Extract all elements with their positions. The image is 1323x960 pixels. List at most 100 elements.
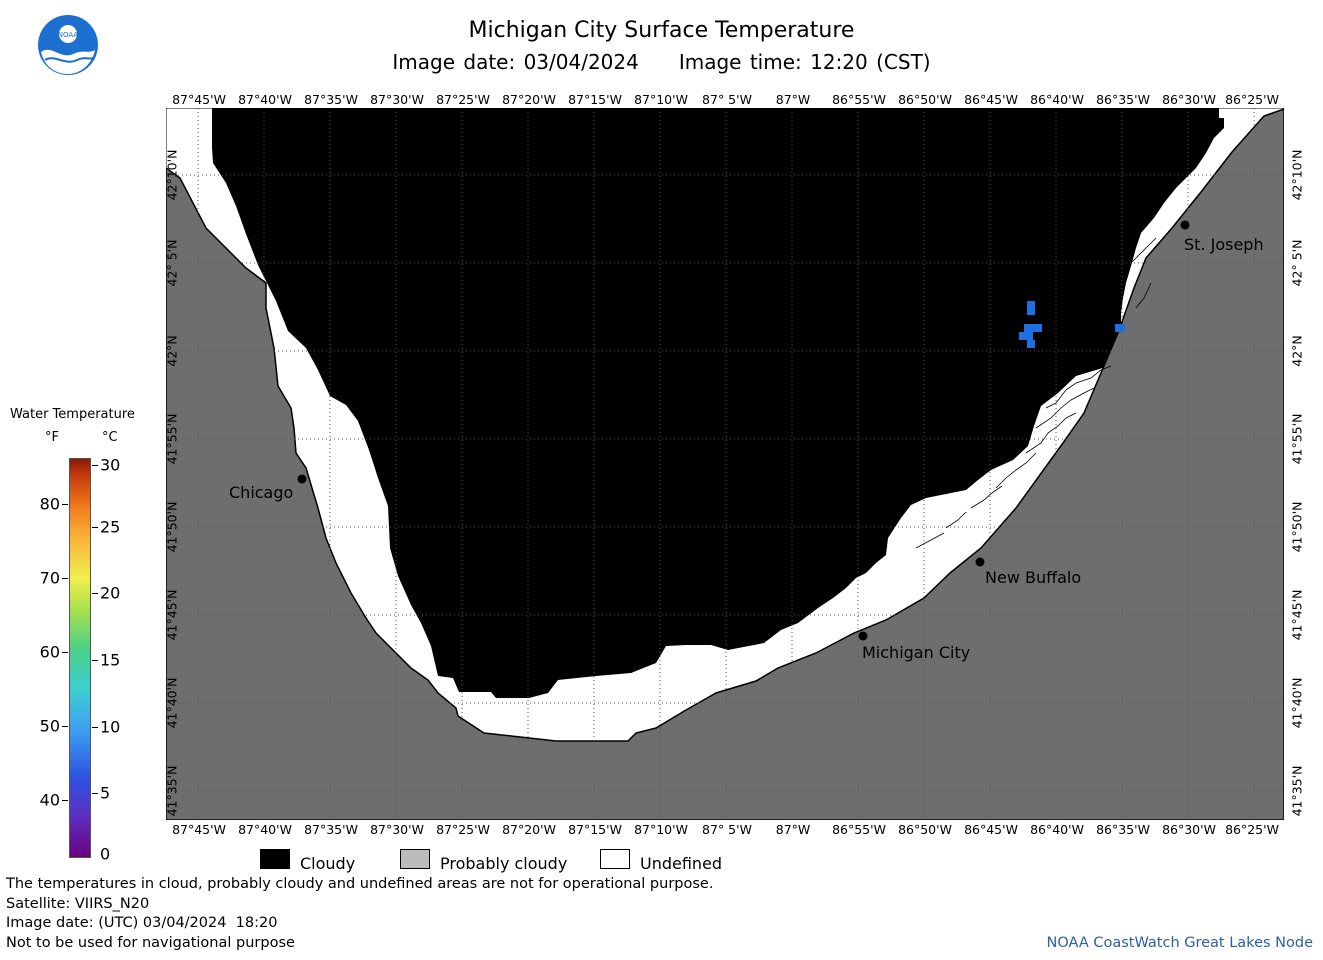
lon-label-top: 86°25'W [1225, 92, 1279, 107]
lon-label-bottom: 87°10'W [634, 822, 688, 837]
lat-label-left: 42°10'N [164, 149, 180, 201]
logo-text: NOAA [58, 31, 79, 39]
legend-title: Water Temperature [10, 407, 135, 422]
c-tick-mark [92, 593, 98, 594]
lat-label-right: 41°50'N [1289, 501, 1305, 553]
new-buffalo-marker [975, 557, 985, 567]
lon-label-top: 87°10'W [634, 92, 688, 107]
lon-label-bottom: 87°40'W [238, 822, 292, 837]
c-tick-mark [92, 793, 98, 794]
utc-date-text: Image date: (UTC) 03/04/2024 18:20 [6, 915, 278, 931]
city-label-st-joseph: St. Joseph [1184, 235, 1264, 254]
f-tick-label: 50 [39, 716, 60, 736]
c-tick-mark [92, 727, 98, 728]
lat-label-left: 41°55'N [164, 413, 180, 465]
lon-label-top: 87°25'W [436, 92, 490, 107]
f-tick-label: 60 [39, 642, 60, 662]
c-tick-label: 5 [100, 783, 111, 803]
lat-label-left: 42°N [164, 335, 180, 367]
lon-label-top: 86°40'W [1030, 92, 1084, 107]
legend-swatch-cloudy [260, 849, 290, 869]
image-time: Image time: 12:20 (CST) [678, 50, 931, 74]
lat-label-left: 41°40'N [164, 677, 180, 729]
c-tick-label: 15 [100, 650, 121, 670]
city-label-chicago: Chicago [229, 483, 294, 502]
lat-label-right: 41°35'N [1289, 765, 1305, 817]
legend-swatch-probably-cloudy [400, 849, 430, 869]
lon-label-bottom: 86°45'W [964, 822, 1018, 837]
lat-label-right: 42°N [1289, 335, 1305, 367]
lon-label-bottom: 87°30'W [370, 822, 424, 837]
lon-label-top: 86°30'W [1162, 92, 1216, 107]
f-tick-label: 40 [39, 790, 60, 810]
c-tick-label: 25 [100, 517, 121, 537]
lon-label-bottom: 86°40'W [1030, 822, 1084, 837]
map-subtitle: Image date: 03/04/2024 Image time: 12:20 … [0, 50, 1323, 74]
temperature-colorbar [69, 458, 91, 858]
lon-label-bottom: 87°15'W [568, 822, 622, 837]
st-joseph-marker [1180, 220, 1190, 230]
c-tick-mark [92, 660, 98, 661]
lat-label-left: 42° 5'N [164, 239, 180, 287]
image-date: Image date: 03/04/2024 [392, 50, 639, 74]
legend-unit-celsius: °C [102, 430, 118, 445]
lon-label-top: 87° 5'W [702, 92, 752, 107]
f-tick-mark [62, 504, 68, 505]
lon-label-bottom: 87°W [775, 822, 811, 837]
disclaimer-text: The temperatures in cloud, probably clou… [6, 876, 714, 892]
lon-label-bottom: 87°35'W [304, 822, 358, 837]
lat-label-right: 41°55'N [1289, 413, 1305, 465]
lon-label-top: 86°45'W [964, 92, 1018, 107]
c-tick-mark [92, 527, 98, 528]
legend-label-undefined: Undefined [640, 854, 723, 873]
legend-swatch-undefined [600, 849, 630, 869]
c-tick-label: 0 [100, 844, 111, 864]
lon-label-top: 87°15'W [568, 92, 622, 107]
lat-label-right: 42° 5'N [1289, 239, 1305, 287]
lat-label-left: 41°35'N [164, 765, 180, 817]
legend-label-probably-cloudy: Probably cloudy [440, 854, 568, 873]
lon-label-bottom: 87° 5'W [702, 822, 752, 837]
f-tick-mark [62, 726, 68, 727]
lon-label-bottom: 87°25'W [436, 822, 490, 837]
lon-label-bottom: 86°55'W [832, 822, 886, 837]
noaa-logo: NOAA [38, 15, 98, 75]
satellite-text: Satellite: VIIRS_N20 [6, 896, 150, 912]
satellite-map [166, 108, 1284, 820]
f-tick-label: 70 [39, 568, 60, 588]
chicago-marker [297, 474, 307, 484]
lon-label-bottom: 86°35'W [1096, 822, 1150, 837]
lon-label-top: 87°W [775, 92, 811, 107]
c-tick-mark [92, 465, 98, 466]
c-tick-label: 20 [100, 583, 121, 603]
c-tick-label: 30 [100, 455, 121, 475]
lat-label-left: 41°50'N [164, 501, 180, 553]
lon-label-top: 87°45'W [172, 92, 226, 107]
city-label-new-buffalo: New Buffalo [985, 568, 1082, 587]
lat-label-left: 41°45'N [164, 589, 180, 641]
water-temperature-pixels [1019, 301, 1125, 348]
lon-label-bottom: 87°45'W [172, 822, 226, 837]
lon-label-bottom: 86°30'W [1162, 822, 1216, 837]
city-label-michigan-city: Michigan City [862, 643, 971, 662]
c-tick-label: 10 [100, 717, 121, 737]
lon-label-bottom: 87°20'W [502, 822, 556, 837]
lon-label-bottom: 86°25'W [1225, 822, 1279, 837]
legend-label-cloudy: Cloudy [300, 854, 356, 873]
f-tick-mark [62, 800, 68, 801]
lon-label-bottom: 86°50'W [898, 822, 952, 837]
cloud-mask [212, 108, 1224, 698]
f-tick-label: 80 [39, 494, 60, 514]
map-title: Michigan City Surface Temperature [468, 18, 855, 43]
f-tick-mark [62, 652, 68, 653]
credit-link[interactable]: NOAA CoastWatch Great Lakes Node [1046, 935, 1313, 951]
f-tick-mark [62, 578, 68, 579]
lat-label-right: 41°40'N [1289, 677, 1305, 729]
michigan-city-marker [858, 631, 868, 641]
navigation-warning: Not to be used for navigational purpose [6, 935, 295, 951]
lon-label-top: 86°35'W [1096, 92, 1150, 107]
lon-label-top: 87°35'W [304, 92, 358, 107]
lat-label-right: 41°45'N [1289, 589, 1305, 641]
lon-label-top: 87°20'W [502, 92, 556, 107]
lon-label-top: 86°55'W [832, 92, 886, 107]
